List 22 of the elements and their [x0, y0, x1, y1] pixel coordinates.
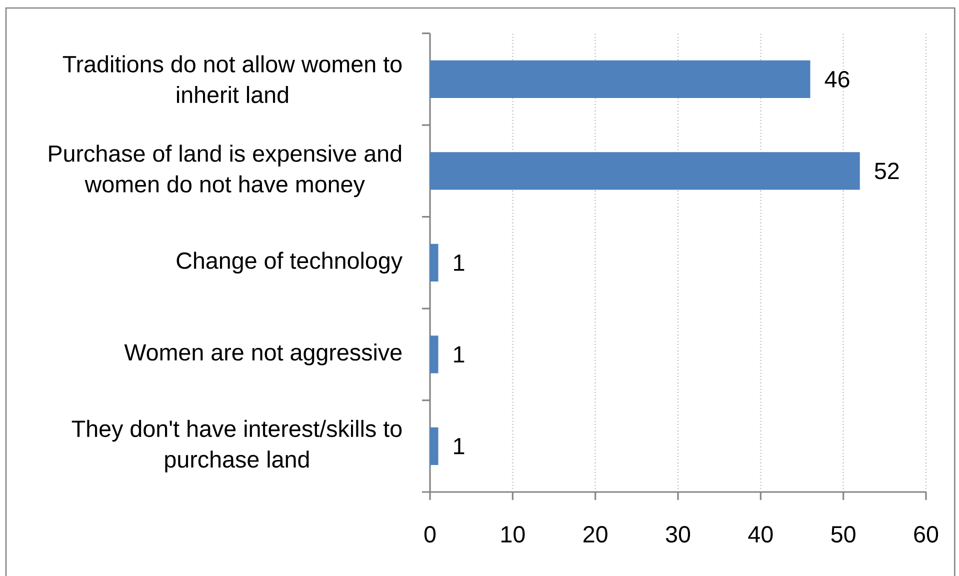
x-tick-label: 40: [748, 526, 773, 543]
bar: [430, 336, 438, 374]
bar: [430, 427, 438, 465]
y-tick-label: Women are not aggressive: [124, 344, 402, 366]
y-tick-label: Traditions do not allow women to inherit land: [62, 55, 402, 104]
data-label: 52: [874, 162, 899, 180]
data-label: 1: [454, 438, 464, 454]
y-tick-label: Change of technology: [176, 252, 403, 274]
data-label: 1: [454, 254, 464, 271]
x-tick-label: 30: [666, 526, 690, 543]
data-label: 1: [454, 346, 464, 362]
x-tick-label: 50: [831, 526, 856, 543]
x-tick-label: 10: [501, 526, 525, 543]
x-tick-label: 60: [914, 526, 938, 543]
x-tick-label: 20: [584, 526, 608, 543]
y-tick-label: Purchase of land is expensive and women do not have money: [49, 144, 402, 198]
y-tick-label: They don't have interest/skills to purchase land: [72, 420, 402, 472]
bar: [430, 60, 810, 98]
data-label: 46: [824, 70, 850, 88]
x-tick-label: 0: [424, 526, 436, 543]
bar: [430, 244, 438, 282]
bar: [430, 152, 860, 190]
